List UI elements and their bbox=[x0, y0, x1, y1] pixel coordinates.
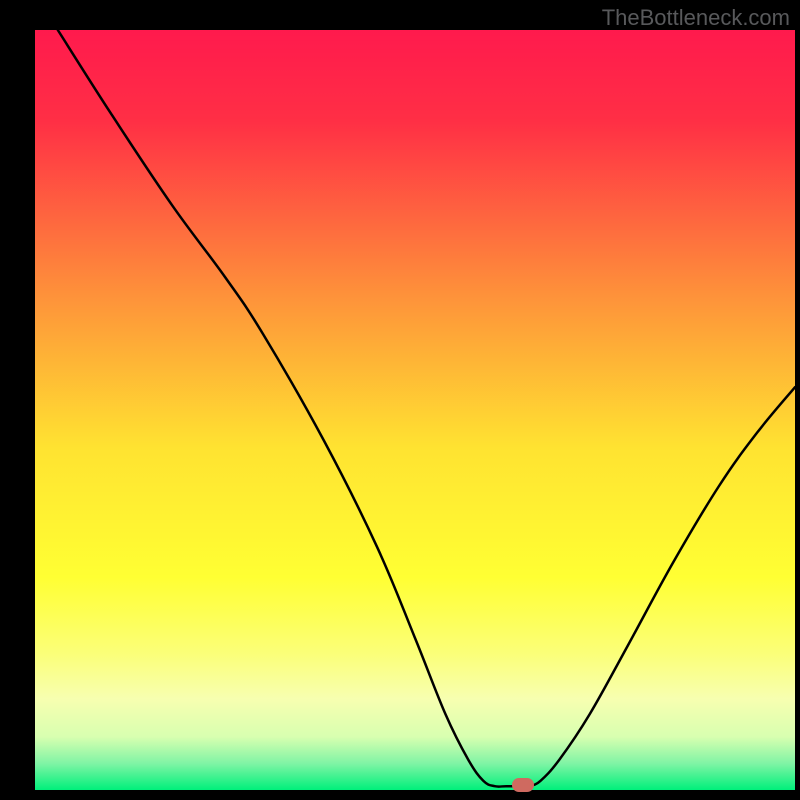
optimal-point-marker bbox=[512, 778, 534, 792]
chart-plot-area bbox=[35, 30, 795, 790]
curve-path bbox=[58, 30, 795, 787]
attribution-text: TheBottleneck.com bbox=[602, 5, 790, 31]
bottleneck-curve bbox=[35, 30, 795, 790]
